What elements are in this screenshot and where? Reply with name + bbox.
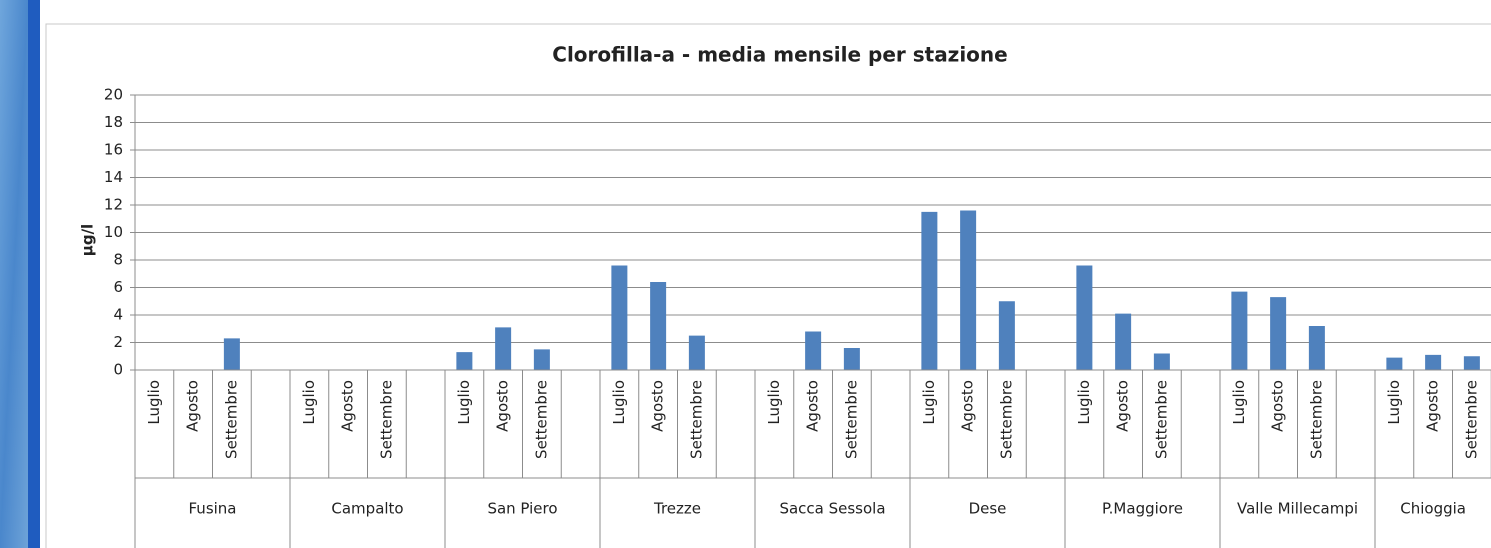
x-tick-label: Settembre (532, 380, 550, 459)
chart-title: Clorofilla-a - media mensile per stazion… (552, 43, 1007, 67)
x-tick-label: Agosto (184, 380, 202, 432)
x-tick-label: Luglio (610, 380, 628, 425)
x-tick-label: Agosto (959, 380, 977, 432)
bar (611, 265, 628, 370)
bar (1386, 357, 1403, 370)
bar (1270, 297, 1287, 370)
x-tick-label: Settembre (997, 380, 1015, 459)
group-label: Fusina (189, 500, 237, 518)
x-tick-label: Settembre (1307, 380, 1325, 459)
bar (223, 338, 240, 370)
x-tick-label: Settembre (377, 380, 395, 459)
bar (650, 282, 667, 370)
x-tick-label: Settembre (842, 380, 860, 459)
y-tick-label: 10 (104, 223, 123, 241)
y-tick-label: 8 (113, 251, 123, 269)
bar (805, 331, 822, 370)
sidebar (0, 0, 28, 548)
x-tick-label: Luglio (145, 380, 163, 425)
x-tick-label: Agosto (1114, 380, 1132, 432)
y-tick-label: 4 (113, 306, 123, 324)
x-tick-label: Agosto (649, 380, 667, 432)
x-tick-label: Agosto (1269, 380, 1287, 432)
bar (1153, 353, 1170, 370)
bar (495, 327, 512, 370)
bar (998, 301, 1015, 370)
bar (1425, 354, 1442, 370)
y-tick-label: 6 (113, 278, 123, 296)
x-tick-label: Luglio (300, 380, 318, 425)
bar (960, 210, 977, 370)
x-tick-label: Settembre (687, 380, 705, 459)
x-tick-label: Luglio (1075, 380, 1093, 425)
y-tick-label: 20 (104, 86, 123, 104)
bar (1115, 313, 1132, 370)
y-tick-label: 14 (104, 168, 123, 186)
group-label: Valle Millecampi (1237, 500, 1358, 518)
y-tick-label: 18 (104, 113, 123, 131)
group-label: Dese (969, 500, 1007, 518)
bar (1463, 356, 1480, 370)
group-label: Campalto (331, 500, 403, 518)
group-label: Sacca Sessola (779, 500, 885, 518)
y-tick-label: 16 (104, 141, 123, 159)
x-tick-label: Agosto (1424, 380, 1442, 432)
x-tick-label: Agosto (339, 380, 357, 432)
group-label: P.Maggiore (1102, 500, 1183, 518)
bar (1308, 326, 1325, 370)
x-tick-label: Luglio (765, 380, 783, 425)
group-label: San Piero (487, 500, 557, 518)
chart-frame (45, 23, 1491, 548)
group-label: Trezze (653, 500, 701, 518)
x-tick-label: Settembre (1152, 380, 1170, 459)
x-tick-label: Luglio (1385, 380, 1403, 425)
y-axis-label: µg/l (79, 224, 97, 256)
sidebar-strip (28, 0, 40, 548)
x-tick-label: Luglio (455, 380, 473, 425)
x-tick-label: Agosto (494, 380, 512, 432)
x-tick-label: Agosto (804, 380, 822, 432)
x-tick-label: Settembre (222, 380, 240, 459)
bar (456, 352, 473, 370)
bar (1076, 265, 1093, 370)
bar (688, 335, 705, 370)
x-tick-label: Luglio (1230, 380, 1248, 425)
bar (1231, 291, 1248, 370)
group-label: Chioggia (1400, 500, 1466, 518)
x-tick-label: Settembre (1462, 380, 1480, 459)
y-tick-label: 0 (113, 361, 123, 379)
x-tick-label: Luglio (920, 380, 938, 425)
bar (533, 349, 550, 370)
bar (843, 348, 860, 370)
bar (921, 211, 938, 370)
y-tick-label: 2 (113, 333, 123, 351)
y-tick-label: 12 (104, 196, 123, 214)
